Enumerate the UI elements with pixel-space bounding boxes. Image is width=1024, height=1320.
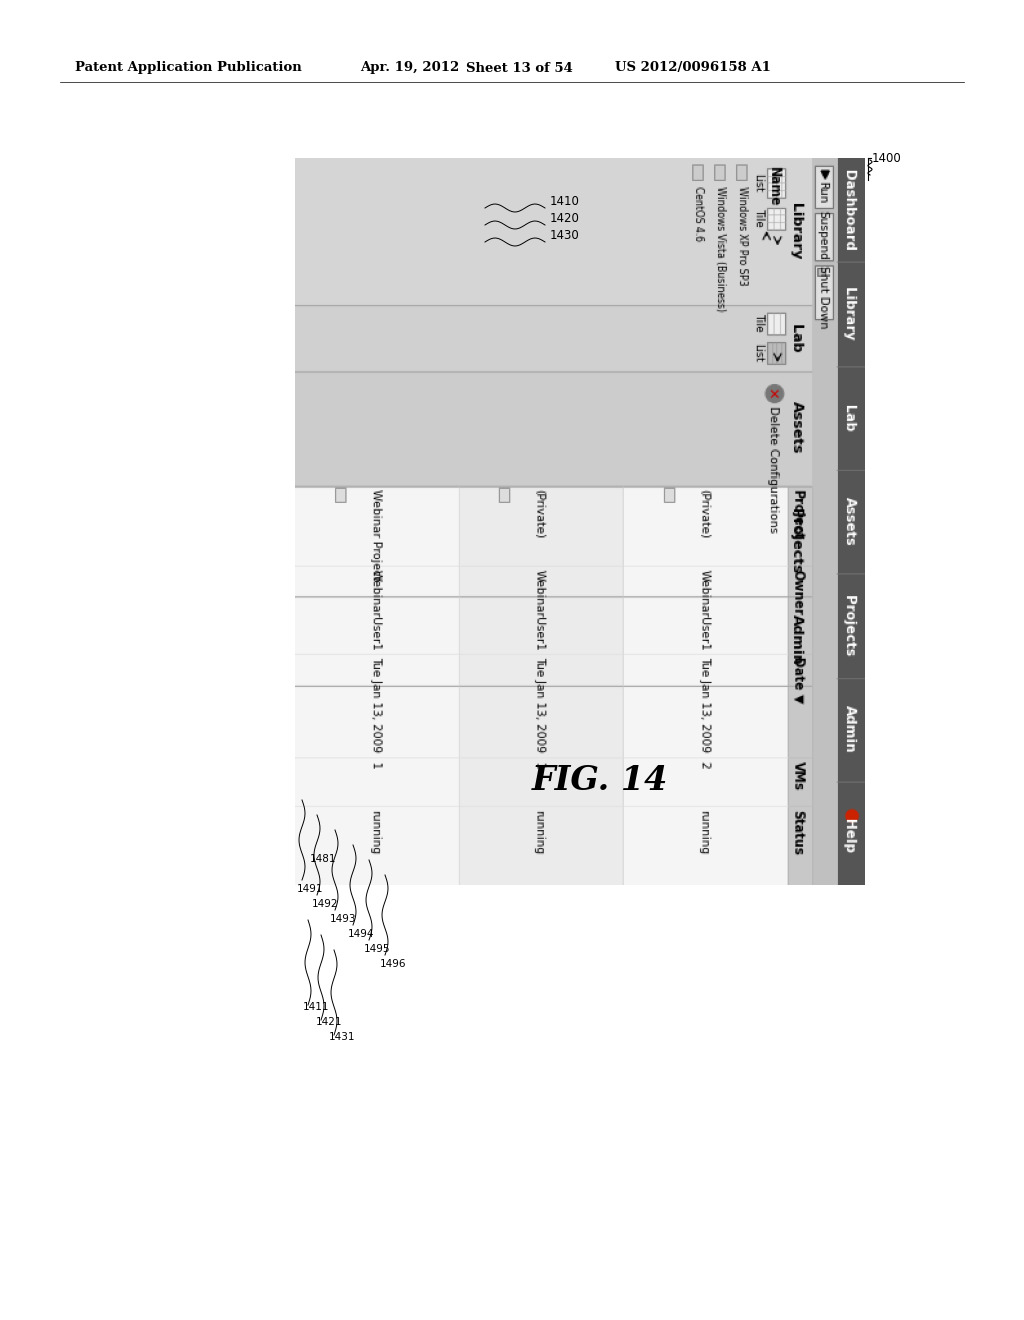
Text: 1430: 1430 <box>550 228 580 242</box>
Text: Patent Application Publication: Patent Application Publication <box>75 62 302 74</box>
Text: 1481: 1481 <box>310 854 337 865</box>
Text: 1431: 1431 <box>329 1032 355 1041</box>
Text: 1495: 1495 <box>364 944 390 954</box>
Text: 1496: 1496 <box>380 960 407 969</box>
Text: 1411: 1411 <box>303 1002 330 1012</box>
Text: 1421: 1421 <box>316 1016 342 1027</box>
Text: FIG. 14: FIG. 14 <box>531 764 669 797</box>
Text: 1410: 1410 <box>550 195 580 209</box>
Text: Sheet 13 of 54: Sheet 13 of 54 <box>466 62 572 74</box>
Text: US 2012/0096158 A1: US 2012/0096158 A1 <box>615 62 771 74</box>
Text: Apr. 19, 2012: Apr. 19, 2012 <box>360 62 459 74</box>
Text: 1420: 1420 <box>550 213 580 224</box>
Text: 1494: 1494 <box>348 929 375 939</box>
Text: 1493: 1493 <box>330 913 356 924</box>
Text: 1492: 1492 <box>312 899 339 909</box>
Text: 1400: 1400 <box>872 152 902 165</box>
Text: 1491: 1491 <box>297 884 324 894</box>
